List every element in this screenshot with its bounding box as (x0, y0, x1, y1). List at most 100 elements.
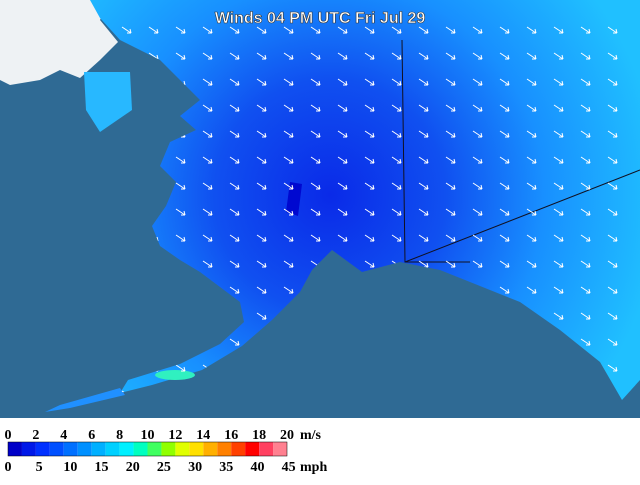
wind-arrow (580, 286, 591, 294)
wind-arrow (310, 104, 321, 112)
wind-arrow (256, 104, 267, 112)
wind-arrow (526, 130, 537, 138)
ms-tick-label: 12 (168, 428, 182, 443)
wind-arrow (175, 156, 186, 164)
wind-arrow (310, 78, 321, 86)
wind-arrow (337, 26, 348, 34)
wind-arrow (553, 234, 564, 242)
wind-arrow (256, 208, 267, 216)
color-swatch (21, 442, 36, 456)
wind-arrow (202, 156, 213, 164)
wind-arrow (499, 208, 510, 216)
wind-arrow (499, 156, 510, 164)
wind-arrow (391, 104, 402, 112)
mph-tick-label: 45 (282, 460, 296, 475)
ms-tick-label: 20 (280, 428, 294, 443)
wind-arrow (607, 260, 618, 268)
wind-arrow (553, 130, 564, 138)
ms-tick-label: 2 (32, 428, 39, 443)
wind-arrow (229, 26, 240, 34)
color-swatch (175, 442, 190, 456)
wind-arrow (229, 260, 240, 268)
wind-arrow (580, 104, 591, 112)
wind-arrow (175, 26, 186, 34)
wind-arrow (526, 234, 537, 242)
wind-arrow (607, 156, 618, 164)
wind-arrow (364, 52, 375, 60)
wind-arrow (607, 78, 618, 86)
wind-arrow (580, 312, 591, 320)
wind-arrow (310, 234, 321, 242)
wind-arrow (202, 26, 213, 34)
wind-arrow (229, 156, 240, 164)
wind-arrow (499, 26, 510, 34)
wind-arrow (391, 26, 402, 34)
wind-arrow (202, 78, 213, 86)
wind-arrow (364, 104, 375, 112)
wind-arrow (175, 364, 186, 372)
wind-arrow (526, 286, 537, 294)
wind-arrow (364, 156, 375, 164)
wind-arrow (337, 78, 348, 86)
wind-arrow (229, 286, 240, 294)
wind-arrow (202, 260, 213, 268)
wind-arrow (364, 234, 375, 242)
wind-arrow (445, 234, 456, 242)
wind-arrow (472, 234, 483, 242)
wind-arrow (391, 234, 402, 242)
wind-arrow (283, 182, 294, 190)
color-swatch (8, 442, 22, 456)
wind-arrow (202, 182, 213, 190)
wind-arrow (553, 26, 564, 34)
wind-arrow (364, 208, 375, 216)
wind-arrow (472, 26, 483, 34)
mph-tick-label: 0 (5, 460, 12, 475)
low-wind-area (286, 182, 302, 216)
wind-arrow (607, 364, 618, 372)
wind-arrow (391, 156, 402, 164)
wind-arrow (256, 182, 267, 190)
wind-arrow (229, 208, 240, 216)
wind-arrow (445, 52, 456, 60)
color-swatch (133, 442, 148, 456)
wind-arrow (418, 26, 429, 34)
wind-arrow (256, 26, 267, 34)
color-swatch (231, 442, 246, 456)
wind-arrow (607, 52, 618, 60)
wind-arrow (472, 208, 483, 216)
wind-arrow (526, 26, 537, 34)
wind-arrow (580, 78, 591, 86)
wind-arrow (553, 78, 564, 86)
wind-arrow (472, 104, 483, 112)
wind-arrow (256, 156, 267, 164)
wind-arrow (418, 208, 429, 216)
wind-arrow (526, 78, 537, 86)
wind-arrow (229, 78, 240, 86)
wind-arrow (337, 52, 348, 60)
wind-arrow (256, 260, 267, 268)
wind-arrow (445, 156, 456, 164)
wind-arrow (310, 208, 321, 216)
aleutian-high (155, 370, 195, 380)
wind-arrow (202, 234, 213, 242)
wind-arrow (229, 182, 240, 190)
wind-arrow (364, 182, 375, 190)
wind-arrow (256, 130, 267, 138)
wind-arrow (499, 260, 510, 268)
color-swatch (203, 442, 218, 456)
color-swatch (273, 442, 287, 456)
wind-arrow (337, 156, 348, 164)
mph-unit: mph (300, 460, 327, 475)
ms-tick-label: 8 (116, 428, 123, 443)
wind-arrow (364, 130, 375, 138)
wind-arrow (553, 104, 564, 112)
wind-arrow (553, 286, 564, 294)
wind-arrow (310, 26, 321, 34)
wind-arrow (607, 338, 618, 346)
wind-arrow (445, 260, 456, 268)
color-swatch (161, 442, 176, 456)
wind-arrow (607, 182, 618, 190)
wind-arrow (499, 78, 510, 86)
wind-arrow (391, 208, 402, 216)
wind-arrow (580, 234, 591, 242)
